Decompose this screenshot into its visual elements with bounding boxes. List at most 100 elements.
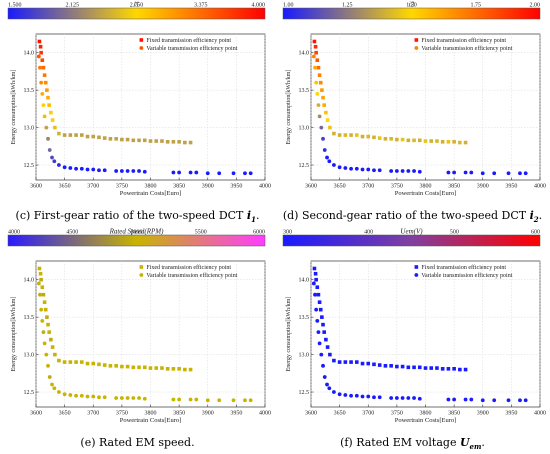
- data-point-circle: [446, 170, 451, 175]
- colorbar: [7, 7, 266, 20]
- data-point-circle: [38, 292, 42, 297]
- data-point-square: [423, 139, 428, 143]
- data-point-square: [131, 138, 136, 143]
- data-point-circle: [337, 165, 342, 170]
- data-point-circle: [41, 103, 46, 108]
- data-point-circle: [125, 396, 130, 400]
- data-point-circle: [469, 397, 474, 402]
- data-point-circle: [50, 382, 54, 387]
- data-point-square: [183, 367, 187, 372]
- data-point-circle: [400, 396, 405, 400]
- data-point-circle: [366, 167, 371, 172]
- x-tick-label: 3700: [87, 411, 99, 417]
- data-point-square: [85, 361, 90, 366]
- data-point-square: [435, 139, 439, 143]
- y-tick-label: 13.5: [299, 315, 310, 321]
- data-point-circle: [40, 91, 45, 96]
- data-point-circle: [47, 375, 52, 379]
- data-point-square: [417, 365, 422, 370]
- legend-marker-variable: [414, 273, 419, 277]
- colorbar: [7, 234, 266, 247]
- data-point-circle: [217, 398, 222, 403]
- data-point-square: [137, 138, 141, 143]
- data-point-circle: [313, 65, 317, 70]
- data-point-circle: [366, 394, 371, 399]
- legend-label-fixed: Fixed transmission efficiency point: [146, 264, 231, 271]
- data-point-square: [328, 125, 332, 130]
- data-point-square: [318, 307, 323, 312]
- data-point-circle: [377, 168, 382, 173]
- x-axis-label: Powertrain Costs[Euro]: [395, 417, 457, 424]
- chart-e: Rated Speed(RPM) 4000 4500 5000 5500 6000 3600…: [7, 228, 271, 424]
- data-point-square: [312, 266, 317, 271]
- x-tick-label: 3950: [505, 411, 517, 417]
- data-point-circle: [79, 393, 84, 398]
- data-point-circle: [417, 169, 422, 174]
- data-point-square: [389, 364, 393, 368]
- data-point-circle: [319, 125, 324, 130]
- data-point-square: [312, 39, 317, 44]
- data-point-square: [349, 133, 353, 137]
- y-tick-label: 12.5: [299, 163, 310, 169]
- x-tick-label: 3600: [30, 411, 42, 417]
- x-tick-label: 3900: [477, 411, 489, 417]
- y-tick-label: 12.5: [299, 390, 310, 396]
- y-tick-label: 12.5: [24, 390, 35, 396]
- data-point-circle: [74, 166, 78, 171]
- data-point-circle: [492, 398, 497, 403]
- data-point-square: [114, 137, 118, 141]
- data-point-circle: [343, 166, 348, 170]
- data-point-circle: [317, 114, 322, 119]
- data-point-circle: [360, 394, 365, 399]
- x-tick-label: 3750: [391, 184, 403, 190]
- data-point-circle: [523, 398, 528, 403]
- data-point-circle: [41, 330, 46, 335]
- data-point-circle: [389, 169, 394, 173]
- data-point-square: [440, 140, 445, 144]
- legend-marker-fixed: [139, 265, 144, 269]
- x-tick-label: 3850: [448, 411, 460, 417]
- colorbar-tick-label: 2.125: [66, 3, 80, 9]
- data-point-circle: [314, 307, 319, 312]
- y-axis-label: Energy consumption[kWh/km]: [286, 297, 292, 372]
- x-tick-label: 3850: [448, 184, 460, 190]
- data-point-circle: [114, 169, 119, 173]
- data-point-circle: [44, 352, 49, 357]
- data-point-square: [37, 39, 42, 44]
- x-tick-label: 3700: [87, 184, 99, 190]
- legend-marker-variable: [139, 273, 144, 277]
- x-tick-label: 3800: [420, 184, 432, 190]
- data-point-square: [125, 137, 130, 142]
- x-tick-label: 3600: [30, 184, 42, 190]
- data-point-circle: [332, 163, 336, 167]
- data-point-square: [395, 137, 399, 142]
- data-point-square: [148, 139, 153, 143]
- data-point-square: [165, 140, 170, 144]
- data-point-square: [412, 365, 416, 370]
- x-axis-label: Powertrain Costs[Euro]: [120, 190, 182, 197]
- y-tick-label: 13.5: [24, 88, 35, 94]
- colorbar: [282, 7, 541, 20]
- x-tick-label: 3700: [362, 184, 374, 190]
- data-point-square: [49, 110, 53, 115]
- colorbar-tick-label: 1.00: [283, 3, 294, 9]
- data-point-square: [85, 134, 90, 139]
- data-point-square: [80, 360, 84, 364]
- series-fixed: [37, 266, 193, 372]
- data-point-circle: [243, 398, 247, 403]
- data-point-square: [446, 367, 451, 371]
- data-point-circle: [506, 398, 511, 403]
- data-point-square: [53, 125, 57, 130]
- data-point-circle: [39, 307, 44, 312]
- data-point-circle: [42, 341, 47, 346]
- x-tick-label: 3950: [505, 184, 517, 190]
- data-point-square: [49, 337, 53, 342]
- data-point-square: [343, 133, 348, 137]
- data-point-square: [315, 58, 320, 63]
- data-point-circle: [194, 170, 199, 175]
- data-point-circle: [125, 169, 130, 173]
- legend-label-variable: Variable transmission efficiency point: [146, 272, 237, 279]
- data-point-circle: [68, 166, 73, 170]
- x-tick-label: 4000: [534, 184, 546, 190]
- data-point-circle: [57, 390, 61, 394]
